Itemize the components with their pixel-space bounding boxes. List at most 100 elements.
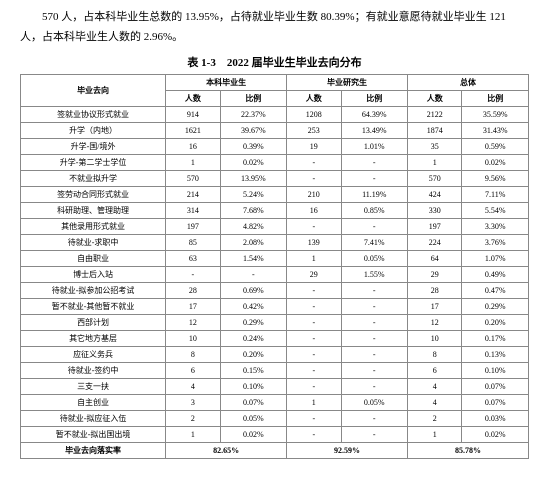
cell-ap: 5.24% bbox=[220, 186, 287, 202]
cell-ap: 0.20% bbox=[220, 346, 287, 362]
cell-a: 1621 bbox=[166, 122, 220, 138]
cell-c: 1 bbox=[408, 426, 462, 442]
cell-cp: 1.07% bbox=[462, 250, 529, 266]
header-pct-1: 比例 bbox=[220, 90, 287, 106]
cell-a: 314 bbox=[166, 202, 220, 218]
header-dest: 毕业去向 bbox=[21, 74, 166, 106]
cell-c: 4 bbox=[408, 378, 462, 394]
table-row: 博士后入站--291.55%290.49% bbox=[21, 266, 529, 282]
header-count-1: 人数 bbox=[166, 90, 220, 106]
cell-ap: 0.15% bbox=[220, 362, 287, 378]
row-label: 三支一扶 bbox=[21, 378, 166, 394]
cell-b: - bbox=[287, 330, 341, 346]
cell-c: 1 bbox=[408, 154, 462, 170]
cell-ap: 2.08% bbox=[220, 234, 287, 250]
intro-paragraph: 570 人，占本科毕业生总数的 13.95%，占待就业毕业生数 80.39%；有… bbox=[20, 8, 529, 48]
row-label: 升学（内地） bbox=[21, 122, 166, 138]
cell-a: 63 bbox=[166, 250, 220, 266]
row-label: 升学-第二学士学位 bbox=[21, 154, 166, 170]
cell-cp: 0.29% bbox=[462, 298, 529, 314]
cell-b: - bbox=[287, 426, 341, 442]
row-label: 其它地方基层 bbox=[21, 330, 166, 346]
table-row: 升学-国/境外160.39%191.01%350.59% bbox=[21, 138, 529, 154]
row-label: 自主创业 bbox=[21, 394, 166, 410]
cell-ap: 22.37% bbox=[220, 106, 287, 122]
cell-c: 197 bbox=[408, 218, 462, 234]
cell-cp: 0.02% bbox=[462, 154, 529, 170]
cell-cp: 35.59% bbox=[462, 106, 529, 122]
table-row: 不就业拟升学57013.95%--5709.56% bbox=[21, 170, 529, 186]
cell-cp: 0.02% bbox=[462, 426, 529, 442]
cell-bp: 0.85% bbox=[341, 202, 408, 218]
cell-ap: 39.67% bbox=[220, 122, 287, 138]
cell-b: - bbox=[287, 314, 341, 330]
cell-bp: - bbox=[341, 362, 408, 378]
row-label: 签劳动合同形式就业 bbox=[21, 186, 166, 202]
cell-a: 6 bbox=[166, 362, 220, 378]
cell-ap: 0.42% bbox=[220, 298, 287, 314]
cell-b: - bbox=[287, 346, 341, 362]
distribution-table: 毕业去向 本科毕业生 毕业研究生 总体 人数 比例 人数 比例 人数 比例 签就… bbox=[20, 74, 529, 459]
footer-ap: 82.65% bbox=[166, 442, 287, 458]
cell-cp: 0.59% bbox=[462, 138, 529, 154]
table-row: 其他录用形式就业1974.82%--1973.30% bbox=[21, 218, 529, 234]
cell-bp: 7.41% bbox=[341, 234, 408, 250]
cell-c: 64 bbox=[408, 250, 462, 266]
cell-c: 330 bbox=[408, 202, 462, 218]
cell-cp: 3.76% bbox=[462, 234, 529, 250]
row-label: 科研助理、管理助理 bbox=[21, 202, 166, 218]
cell-cp: 0.07% bbox=[462, 394, 529, 410]
cell-cp: 0.20% bbox=[462, 314, 529, 330]
footer-label: 毕业去向落实率 bbox=[21, 442, 166, 458]
cell-bp: - bbox=[341, 346, 408, 362]
cell-ap: 0.02% bbox=[220, 154, 287, 170]
footer-bp: 92.59% bbox=[287, 442, 408, 458]
row-label: 签就业协议形式就业 bbox=[21, 106, 166, 122]
cell-bp: - bbox=[341, 170, 408, 186]
table-row: 签劳动合同形式就业2145.24%21011.19%4247.11% bbox=[21, 186, 529, 202]
cell-a: 8 bbox=[166, 346, 220, 362]
cell-b: - bbox=[287, 410, 341, 426]
cell-bp: 11.19% bbox=[341, 186, 408, 202]
cell-bp: 1.55% bbox=[341, 266, 408, 282]
cell-bp: - bbox=[341, 154, 408, 170]
cell-b: 29 bbox=[287, 266, 341, 282]
cell-a: 2 bbox=[166, 410, 220, 426]
header-group1: 本科毕业生 bbox=[166, 74, 287, 90]
cell-a: 17 bbox=[166, 298, 220, 314]
cell-a: 12 bbox=[166, 314, 220, 330]
header-group3: 总体 bbox=[408, 74, 529, 90]
cell-b: 16 bbox=[287, 202, 341, 218]
table-row: 三支一扶40.10%--40.07% bbox=[21, 378, 529, 394]
cell-c: 570 bbox=[408, 170, 462, 186]
cell-c: 6 bbox=[408, 362, 462, 378]
cell-a: 914 bbox=[166, 106, 220, 122]
cell-b: - bbox=[287, 170, 341, 186]
table-row: 科研助理、管理助理3147.68%160.85%3305.54% bbox=[21, 202, 529, 218]
cell-c: 17 bbox=[408, 298, 462, 314]
cell-a: 10 bbox=[166, 330, 220, 346]
cell-b: 1 bbox=[287, 250, 341, 266]
footer-cp: 85.78% bbox=[408, 442, 529, 458]
cell-cp: 9.56% bbox=[462, 170, 529, 186]
cell-cp: 0.49% bbox=[462, 266, 529, 282]
row-label: 不就业拟升学 bbox=[21, 170, 166, 186]
header-pct-3: 比例 bbox=[462, 90, 529, 106]
cell-b: - bbox=[287, 378, 341, 394]
cell-b: 253 bbox=[287, 122, 341, 138]
cell-ap: 0.24% bbox=[220, 330, 287, 346]
cell-a: 1 bbox=[166, 426, 220, 442]
cell-bp: - bbox=[341, 426, 408, 442]
table-row: 升学-第二学士学位10.02%--10.02% bbox=[21, 154, 529, 170]
cell-b: 19 bbox=[287, 138, 341, 154]
row-label: 待就业-求职中 bbox=[21, 234, 166, 250]
cell-ap: 0.69% bbox=[220, 282, 287, 298]
cell-a: 16 bbox=[166, 138, 220, 154]
cell-ap: - bbox=[220, 266, 287, 282]
cell-b: - bbox=[287, 282, 341, 298]
cell-b: 1 bbox=[287, 394, 341, 410]
cell-cp: 31.43% bbox=[462, 122, 529, 138]
cell-c: 424 bbox=[408, 186, 462, 202]
cell-b: 210 bbox=[287, 186, 341, 202]
cell-b: 1208 bbox=[287, 106, 341, 122]
